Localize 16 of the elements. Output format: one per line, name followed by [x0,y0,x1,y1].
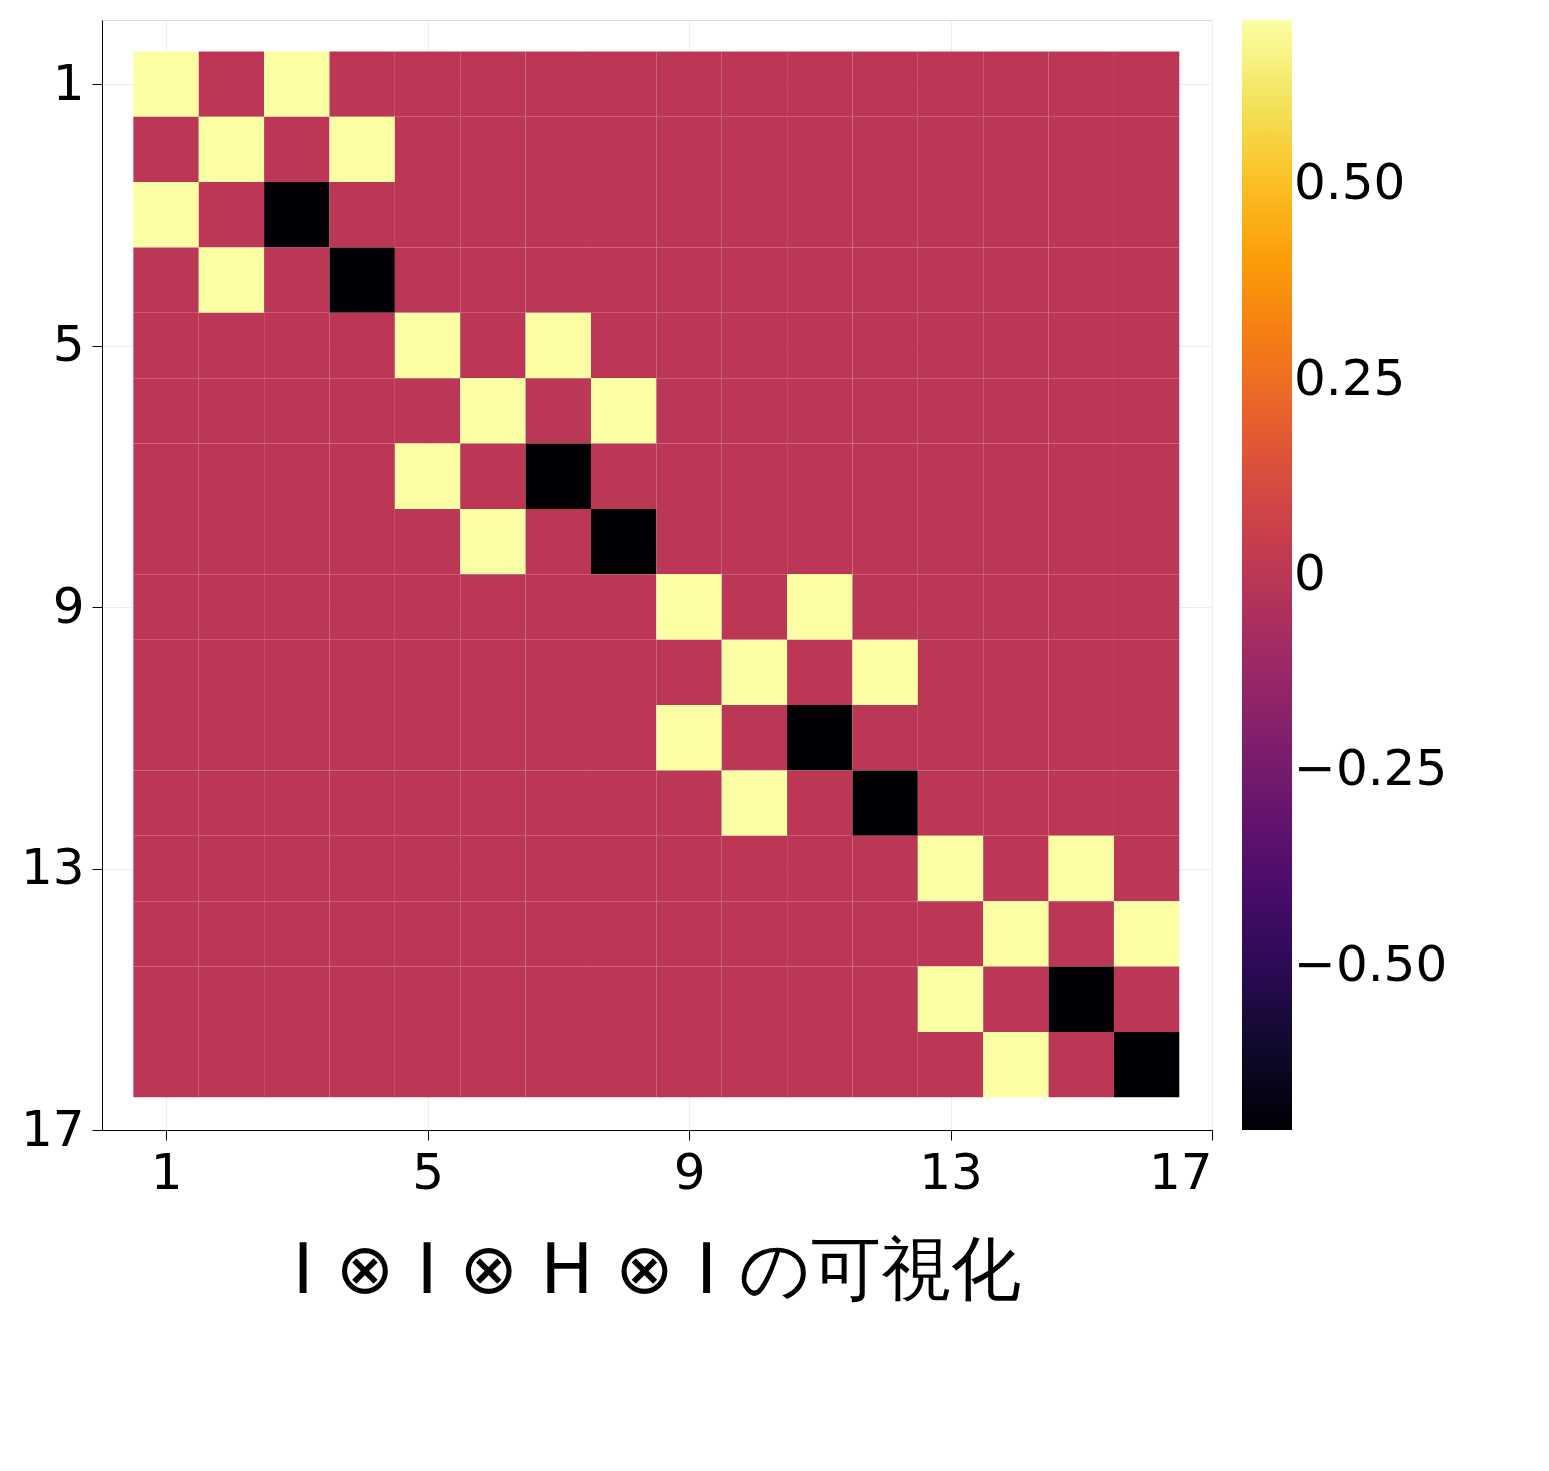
color-bar-label: −0.50 [1294,934,1448,993]
color-bar-label: 0.50 [1294,153,1406,212]
x-tick-label: 13 [919,1142,983,1201]
y-tick-label: 13 [20,838,85,897]
x-tick-label: 9 [673,1142,706,1201]
color-bar-label: 0.25 [1294,348,1406,407]
color-bar-label: 0 [1294,544,1326,602]
x-tick-label: 5 [412,1142,444,1201]
y-tick-label: 1 [52,53,85,112]
y-tick-label: 9 [52,576,85,635]
y-tick-label: 17 [20,1099,85,1158]
y-tick-label: 5 [52,315,85,374]
x-tick-label: 1 [150,1142,183,1201]
x-tick-label: 17 [1148,1142,1213,1201]
color-bar-label: −0.25 [1294,739,1448,798]
text: I ⊗ I ⊗ H ⊗ I の可視化 [292,1228,1022,1310]
